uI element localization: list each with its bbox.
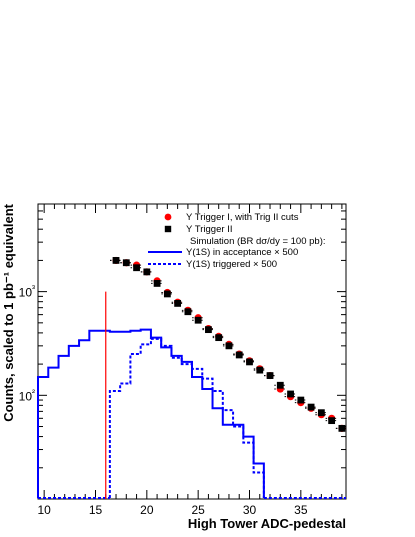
trigger2-data-point — [256, 366, 264, 374]
trigger2-data-point — [112, 257, 120, 264]
trigger2-data-point — [163, 290, 171, 298]
legend-trigger1-marker — [164, 213, 172, 221]
legend-acceptance-label: Υ(1S) in acceptance × 500 — [186, 247, 298, 258]
x-tick-label: 15 — [89, 503, 103, 517]
y-tick-label-exponent: ³ — [32, 284, 35, 294]
trigger2-data-point — [184, 308, 192, 316]
x-tick-label: 20 — [140, 503, 154, 517]
trigger2-data-point — [194, 316, 202, 324]
trigger2-data-point — [153, 280, 161, 287]
trigger2-data-point — [235, 351, 243, 359]
plot-area-frame — [37, 203, 347, 500]
legend-simulation-label: Simulation (BR dσ/dy = 100 pb): — [190, 236, 326, 247]
series-layer — [37, 256, 348, 499]
y-tick-label-base: 10 — [19, 286, 33, 300]
legend-triggered-label: Υ(1S) triggered × 500 — [186, 259, 277, 270]
trigger2-data-point — [287, 390, 294, 398]
plot-frame — [37, 203, 347, 500]
x-tick-label: 30 — [243, 503, 257, 517]
x-tick-label: 35 — [294, 503, 308, 517]
x-tick-label: 10 — [37, 503, 51, 517]
trigger2-data-point — [338, 424, 346, 432]
trigger2-data-point — [246, 358, 253, 366]
trigger2-data-point — [215, 334, 223, 342]
legend-trigger2-label: Υ Trigger II — [186, 224, 232, 235]
x-tick-label: 25 — [191, 503, 205, 517]
acceptance-histogram — [37, 328, 265, 498]
trigger2-data-point — [174, 299, 182, 307]
axis-ticks — [38, 203, 346, 500]
trigger2-data-point — [133, 264, 140, 272]
trigger2-data-point — [122, 259, 130, 267]
x-axis-title: High Tower ADC-pedestal — [188, 516, 346, 531]
y-tick-label-base: 10 — [19, 389, 33, 403]
legend-trigger1-label: Υ Trigger I, with Trig II cuts — [186, 212, 299, 223]
trigger2-data-point — [143, 268, 151, 276]
y-tick-label-exponent: ² — [32, 387, 35, 397]
y-tick-label: 10³ — [19, 284, 35, 300]
trigger2-data-point — [225, 342, 233, 350]
trigger2-data-point — [276, 381, 284, 389]
y-axis-title: Counts, scaled to 1 pb⁻¹ equivalent — [1, 203, 16, 421]
trigger2-data-point — [317, 409, 325, 417]
y-tick-label: 10² — [19, 387, 35, 403]
trigger2-data-point — [266, 372, 274, 379]
trigger2-data-point — [328, 417, 336, 425]
triggered-histogram — [108, 337, 265, 498]
trigger2-data-point — [307, 403, 315, 411]
legend-trigger2-marker — [164, 225, 172, 233]
trigger2-data-point — [297, 396, 305, 404]
trigger2-data-point — [205, 326, 212, 334]
